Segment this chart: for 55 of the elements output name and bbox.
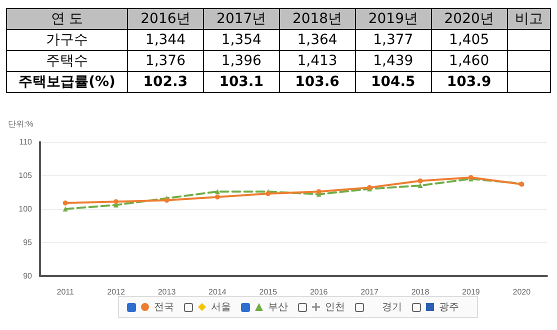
data-label: 1,396 [203,50,280,72]
data-label: 104.5 [355,72,432,92]
point [214,194,220,200]
data-label: 102.3 [128,72,204,92]
x-tick-label: 2018년 [279,8,356,30]
y-tick-label: 주택수 [6,50,128,72]
legend-label: 광주 [439,301,459,314]
point [316,189,322,194]
y-tick-label: 110 [19,138,33,146]
legend-label: 인천 [325,301,345,314]
x-tick-label: 비고 [507,8,550,30]
data-label: 103.1 [203,72,280,92]
data-label: 1,439 [355,50,432,72]
data-label: 1,405 [431,30,508,50]
x-axis-title: 연 도 [6,8,128,30]
x-tick-label: 2019 [462,288,480,296]
x-tick-label: 2020 [512,288,532,296]
point [214,189,220,194]
x-tick-label: 2015 [259,288,278,296]
x-tick-label: 2016년 [128,8,204,30]
x-tick-label: 2017년 [203,8,280,30]
point [62,200,68,206]
x-tick-label: 2011 [56,288,74,296]
x-tick-label: 2019년 [355,8,432,30]
data-label: 1,354 [203,30,280,50]
y-tick-label: 105 [18,171,33,180]
y-axis-title: 단위:% [8,120,34,128]
x-tick-label: 2020년 [431,8,508,30]
legend-label: 서울 [211,301,231,314]
y-tick-label: 100 [18,204,33,214]
x-tick-label: 2013 [158,288,176,296]
x-tick-label: 2012 [107,288,126,296]
legend-label: 경기 [382,301,402,314]
x-tick-label: 2017 [360,288,379,296]
data-label: 1,460 [431,50,508,72]
data-label: 1,364 [279,30,356,50]
data-label: 1,376 [128,50,204,72]
data-label: 103.9 [431,72,508,92]
point [418,178,423,184]
y-tick-label: 95 [23,238,33,247]
point [114,199,119,204]
data-label: 103.6 [279,72,356,92]
point [418,183,423,188]
data-label: 1,344 [128,30,204,50]
x-tick-label: 2018 [411,288,430,296]
x-tick-label: 2016 [310,288,328,296]
data-label: 1,413 [279,50,356,72]
legend-label: 부산 [268,301,288,314]
y-tick-label: 90 [23,272,33,280]
y-tick-label: 주택보급률(%) [6,72,128,92]
y-tick-label: 가구수 [6,30,128,50]
legend-label: 전국 [154,301,174,314]
x-tick-label: 2014 [208,288,227,296]
data-label: 1,377 [355,30,432,50]
point [62,206,68,212]
